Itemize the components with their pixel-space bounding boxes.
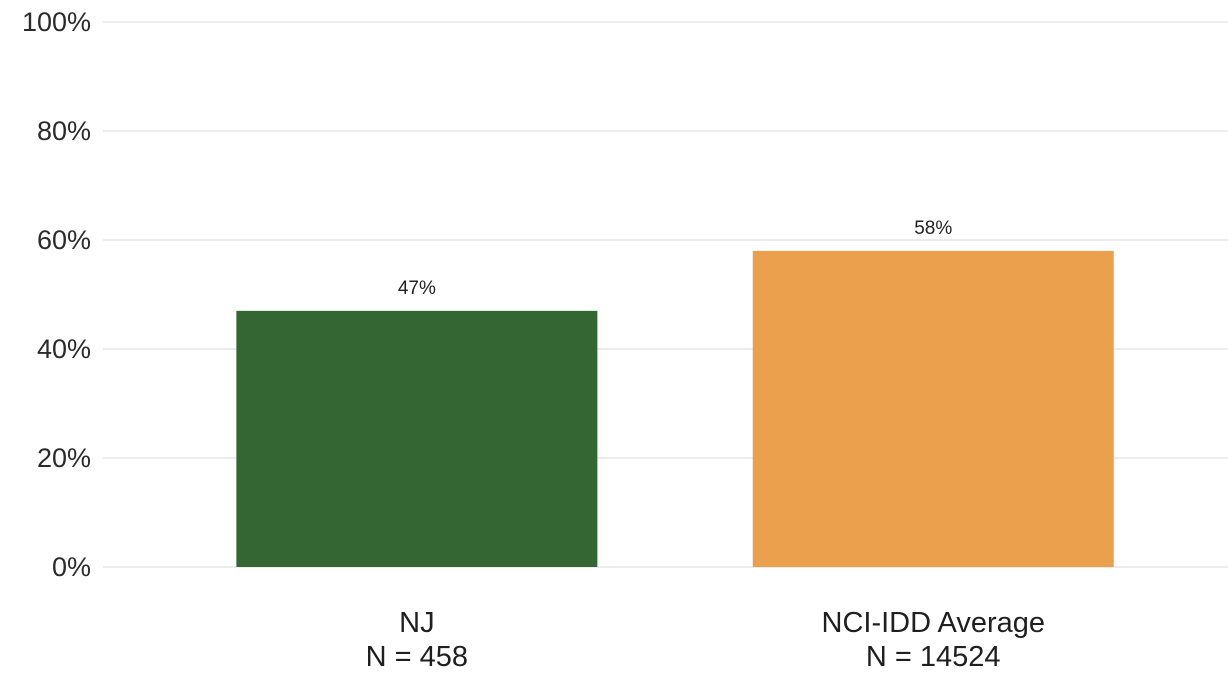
y-tick-label: 20% xyxy=(37,443,91,473)
y-tick-label: 100% xyxy=(22,7,91,37)
x-category-sublabel: N = 14524 xyxy=(866,641,1001,673)
data-labels: 47% 58% xyxy=(398,218,953,299)
y-tick-label: 80% xyxy=(37,116,91,146)
bar-nci-idd-average xyxy=(752,250,1114,567)
data-label: 58% xyxy=(914,218,952,239)
x-category-sublabel: N = 458 xyxy=(366,641,468,673)
x-category-label: NJ xyxy=(399,607,434,639)
y-tick-label: 0% xyxy=(52,552,91,582)
bar-nj xyxy=(236,310,598,567)
y-tick-label: 40% xyxy=(37,334,91,364)
x-category-label: NCI-IDD Average xyxy=(822,607,1046,639)
y-axis-tick-labels: 0% 20% 40% 60% 80% 100% xyxy=(22,7,91,582)
data-label: 47% xyxy=(398,278,436,299)
bars xyxy=(236,250,1114,567)
y-tick-label: 60% xyxy=(37,225,91,255)
